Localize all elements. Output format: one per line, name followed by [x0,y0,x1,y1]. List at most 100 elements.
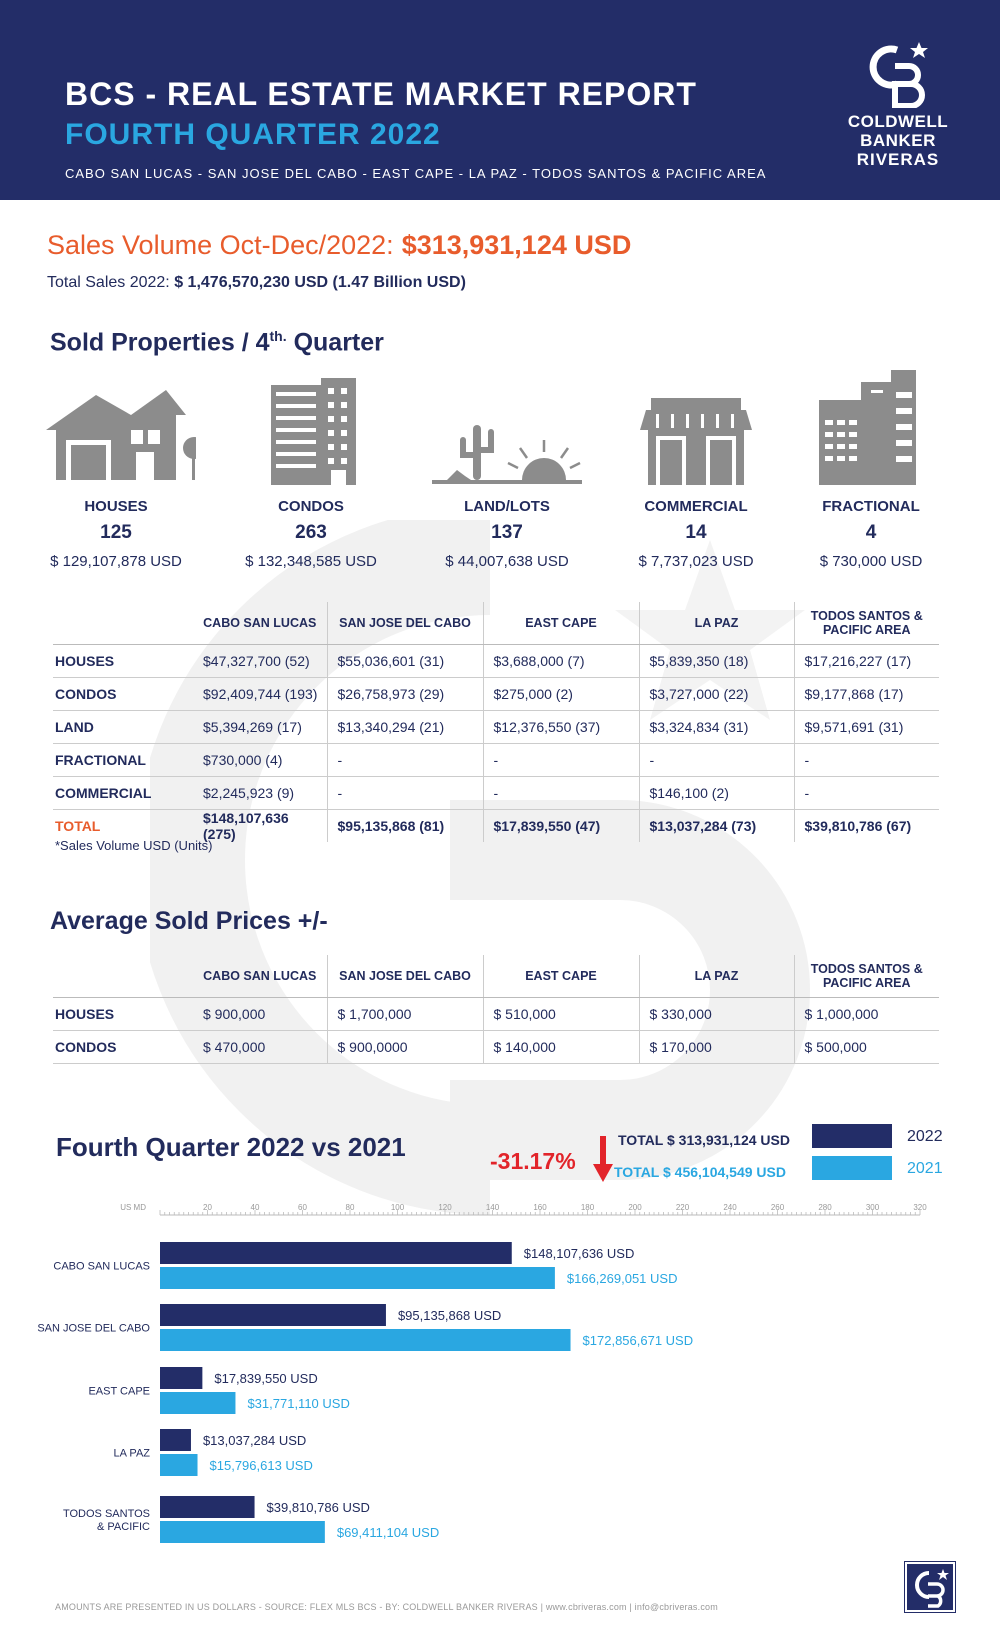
property-count: 125 [100,522,132,543]
table-cell: $275,000 (2) [482,677,639,711]
property-houses: HOUSES 125 $ 129,107,878 USD [26,370,206,570]
property-value: $ 730,000 USD [819,553,923,570]
table-footnote: *Sales Volume USD (Units) [55,838,213,853]
table-row: CONDOS $92,409,744 (193) $26,758,973 (29) $… [53,677,939,711]
row-label: CONDOS [53,677,193,711]
x-axis-label: US MD [120,1203,146,1212]
property-fractional: FRACTIONAL 4 $ 730,000 USD [781,370,961,570]
total-2022: TOTAL $ 313,931,124 USD [618,1132,790,1148]
x-tick-label: 180 [581,1203,595,1212]
sold-title-sup: th. [269,328,287,344]
property-value: $ 129,107,878 USD [50,553,182,570]
property-count: 4 [865,522,877,543]
x-tick-label: 320 [913,1203,927,1212]
x-tick-label: 40 [251,1203,260,1212]
down-arrow-icon [593,1136,613,1182]
table-cell: $9,571,691 (31) [793,710,939,744]
legend-swatch-2021 [812,1156,892,1180]
bar-value-label: $172,856,671 USD [583,1333,694,1348]
table-cell: $730,000 (4) [193,743,327,777]
table-cell: - [793,743,939,777]
property-name: HOUSES [84,498,148,515]
table-corner [53,955,193,998]
column-header: LA PAZ [638,955,794,998]
bar-2022 [160,1304,386,1326]
table-cell: $55,036,601 (31) [326,644,483,678]
storefront-icon [640,398,752,485]
table-cell: $12,376,550 (37) [482,710,639,744]
category-label: LA PAZ [114,1448,151,1460]
row-label: HOUSES [53,997,193,1031]
column-header: CABO SAN LUCAS [193,602,327,645]
table-cell: $ 900,0000 [326,1030,483,1064]
x-tick-label: 120 [438,1203,452,1212]
report-areas: CABO SAN LUCAS - SAN JOSE DEL CABO - EAS… [65,166,767,181]
bar-2022 [160,1496,255,1518]
change-percent: -31.17% [490,1148,576,1174]
bar-value-label: $166,269,051 USD [567,1271,678,1286]
table-cell: $3,688,000 (7) [482,644,639,678]
bar-2021 [160,1267,555,1289]
column-header: SAN JOSE DEL CABO [326,602,483,645]
row-label: FRACTIONAL [53,743,193,777]
bar-2021 [160,1521,325,1543]
row-label: HOUSES [53,644,193,678]
coldwell-banker-logo: COLDWELL BANKER RIVERAS [838,38,958,188]
column-header: EAST CAPE [482,602,639,645]
sales-volume: Sales Volume Oct-Dec/2022: $313,931,124 U… [47,230,631,261]
table-row: COMMERCIAL $2,245,923 (9) - - $146,100 (2) - [53,776,939,810]
table-cell: $ 470,000 [193,1030,327,1064]
average-prices-table: CABO SAN LUCAS SAN JOSE DEL CABO EAST CA… [53,955,939,1064]
bar-value-label: $95,135,868 USD [398,1308,501,1323]
table-cell: $ 330,000 [638,997,794,1031]
footer-source: AMOUNTS ARE PRESENTED IN US DOLLARS - SO… [55,1602,718,1612]
x-tick-label: 60 [298,1203,307,1212]
bar-value-label: $17,839,550 USD [214,1371,317,1386]
table-cell: $13,037,284 (73) [638,809,794,842]
table-cell: $ 1,700,000 [326,997,483,1031]
cb-footer-icon [915,1569,949,1608]
column-header: EAST CAPE [482,955,639,998]
property-count: 263 [295,522,327,543]
category-label: SAN JOSE DEL CABO [37,1323,150,1335]
header-banner: BCS - REAL ESTATE MARKET REPORT FOURTH Q… [0,0,1000,200]
logo-line-coldwell: COLDWELL [847,112,949,131]
bar-2022 [160,1429,191,1451]
property-land: LAND/LOTS 137 $ 44,007,638 USD [417,370,597,570]
legend-label-2021: 2021 [907,1160,943,1177]
bar-2022 [160,1367,203,1389]
x-tick-label: 260 [771,1203,785,1212]
table-cell: $5,394,269 (17) [193,710,327,744]
logo-line-banker: BANKER [860,131,936,150]
report-title: BCS - REAL ESTATE MARKET REPORT [65,76,697,112]
legend-swatch-2022 [812,1124,892,1148]
bar-2021 [160,1329,571,1351]
bar-value-label: $13,037,284 USD [203,1433,306,1448]
table-header-row: CABO SAN LUCAS SAN JOSE DEL CABO EAST CA… [53,602,939,645]
x-tick-label: 100 [391,1203,405,1212]
table-row: HOUSES $47,327,700 (52) $55,036,601 (31) $3… [53,644,939,678]
bar-value-label: $15,796,613 USD [210,1458,313,1473]
property-name: COMMERCIAL [644,498,748,515]
row-label: CONDOS [53,1030,193,1064]
table-row: LAND $5,394,269 (17) $13,340,294 (21) $12,3… [53,710,939,744]
table-cell: $17,839,550 (47) [482,809,639,842]
table-cell: $9,177,868 (17) [793,677,939,711]
x-tick-label: 200 [628,1203,642,1212]
column-header: TODOS SANTOS & PACIFIC AREA [793,955,939,998]
property-count: 14 [685,522,707,543]
table-cell: - [793,776,939,810]
bar-value-label: $148,107,636 USD [524,1246,635,1261]
table-cell: $ 900,000 [193,997,327,1031]
table-cell: $ 500,000 [793,1030,939,1064]
table-cell: $ 1,000,000 [793,997,939,1031]
bar-2021 [160,1392,236,1414]
bar-2021 [160,1454,198,1476]
table-cell: $95,135,868 (81) [326,809,483,842]
bar-value-label: $31,771,110 USD [247,1396,349,1411]
table-corner [53,602,193,645]
table-cell: - [482,776,639,810]
table-total-row: TOTAL $148,107,636 (275) $95,135,868 (81) $… [53,809,939,842]
desert-land-icon [432,425,582,484]
bar-value-label: $39,810,786 USD [267,1500,370,1515]
